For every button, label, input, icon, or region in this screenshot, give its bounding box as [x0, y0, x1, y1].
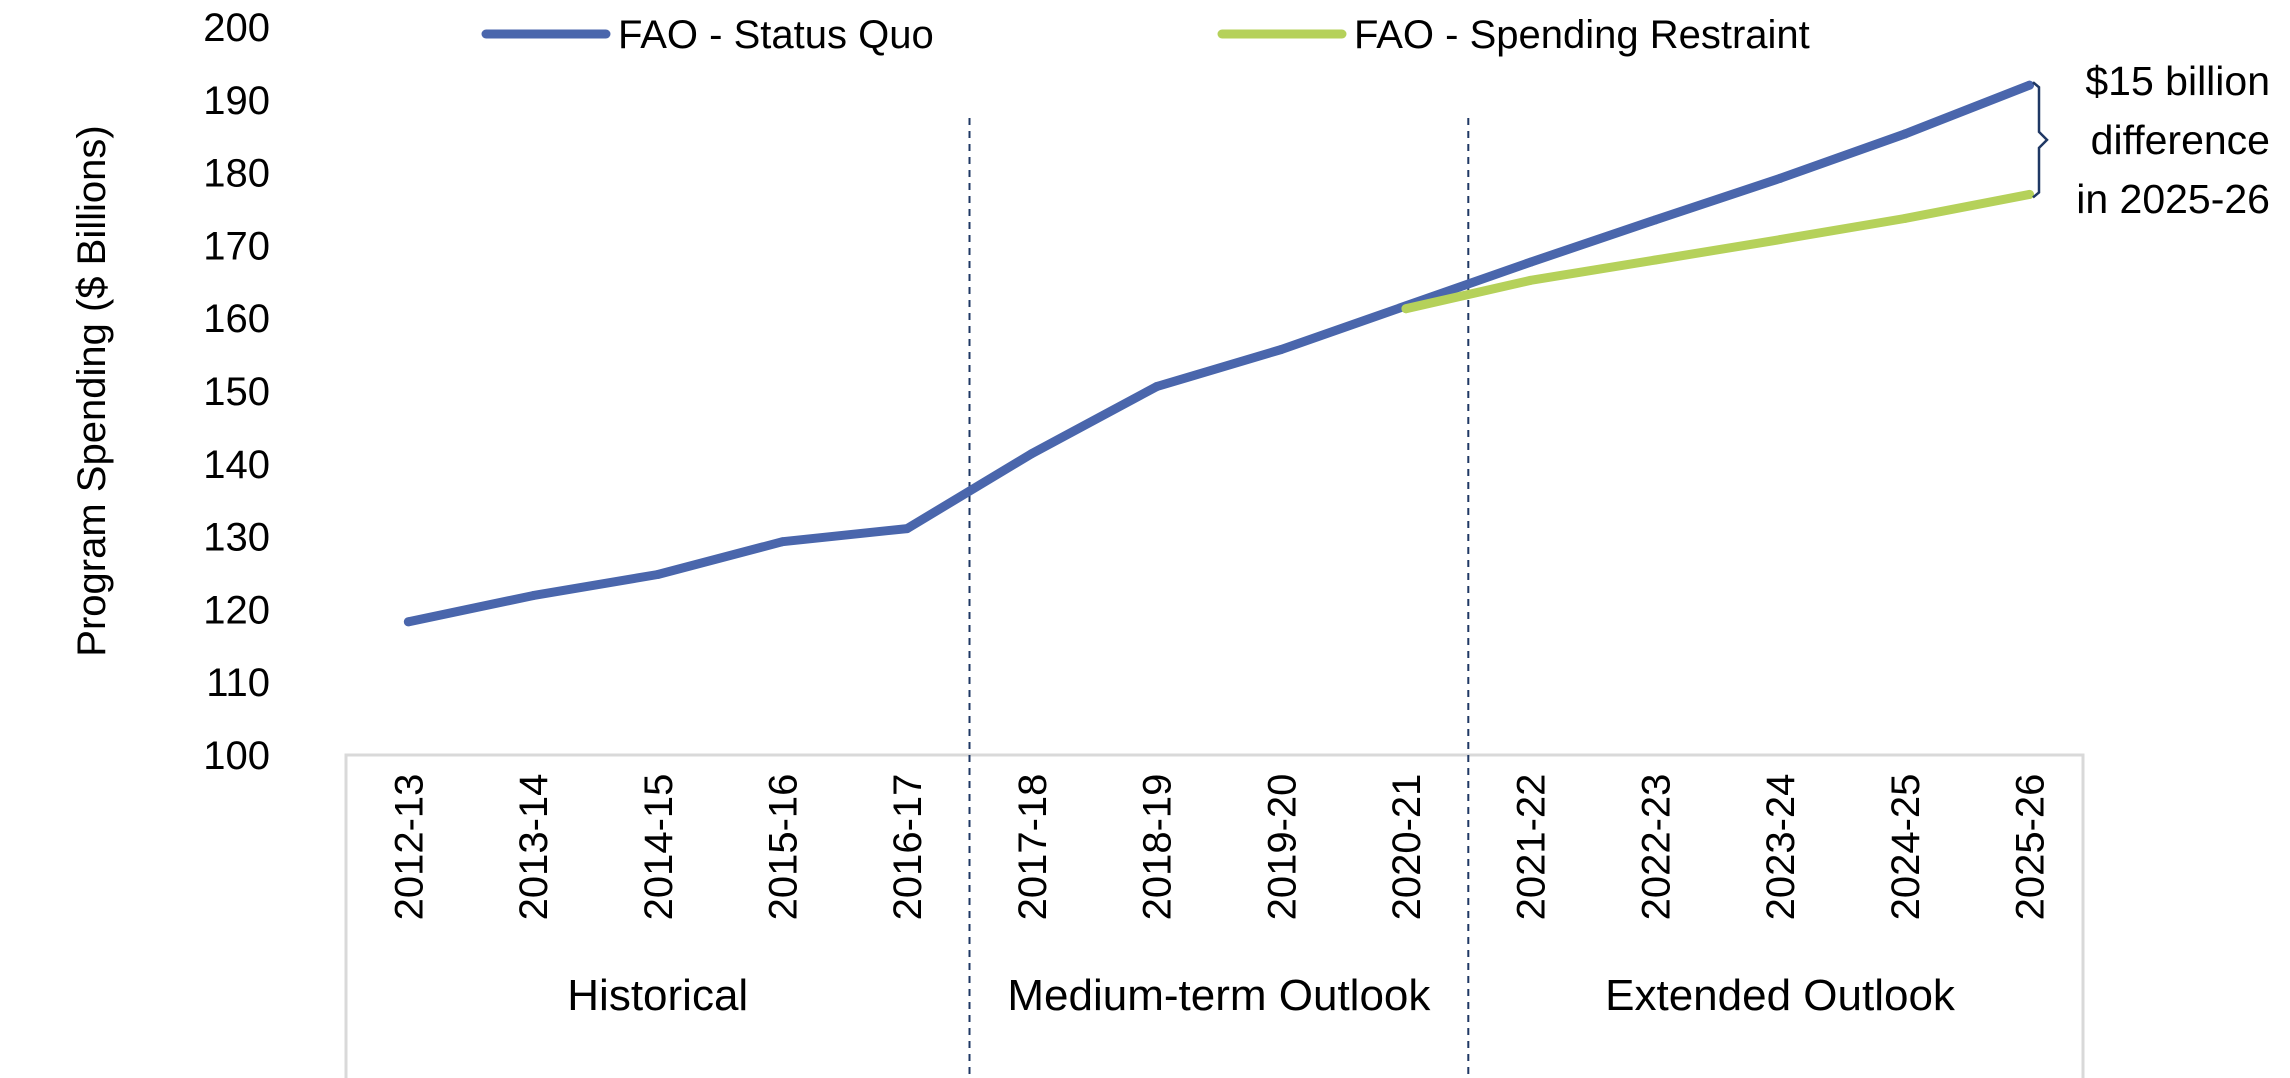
x-tick-label: 2015-16: [761, 774, 805, 921]
x-tick-label: 2020-21: [1385, 774, 1429, 921]
y-tick-label: 100: [203, 734, 270, 778]
series-layer: [403, 80, 2034, 627]
data-point: [2024, 189, 2034, 199]
series-line-status-quo: [403, 80, 2034, 627]
data-point: [1276, 345, 1286, 355]
legend: FAO - Status Quo FAO - Spending Restraint: [481, 13, 1810, 57]
axis-layer: 100 110 120 130 140 150 160 170 180 190 200 Program…: [70, 6, 2085, 1078]
y-tick-label: 180: [203, 152, 270, 196]
legend-label: FAO - Spending Restraint: [1354, 13, 1810, 57]
x-tick-label: 2019-20: [1260, 774, 1304, 921]
y-tick-label: 120: [203, 588, 270, 632]
group-label: Extended Outlook: [1605, 971, 1956, 1020]
x-tick-label: 2013-14: [512, 774, 556, 921]
x-tick-label: 2018-19: [1136, 774, 1180, 921]
data-point: [1775, 173, 1785, 183]
x-tick-label: 2021-22: [1510, 774, 1554, 921]
group-label: Historical: [567, 971, 748, 1020]
x-tick-label: 2016-17: [886, 774, 930, 921]
x-tick-label: 2017-18: [1011, 774, 1055, 921]
y-tick-label: 160: [203, 297, 270, 341]
annotation-text: difference: [2091, 117, 2270, 163]
data-point: [1526, 257, 1536, 267]
x-tick-label: 2025-26: [2008, 774, 2052, 921]
annotation-text: $15 billion: [2085, 58, 2270, 104]
data-point: [653, 569, 663, 579]
x-tick-label: 2012-13: [387, 774, 431, 921]
y-tick-label: 140: [203, 443, 270, 487]
data-point: [1526, 275, 1536, 285]
x-tick-label: 2024-25: [1884, 774, 1928, 921]
series-line-spending-restraint: [1401, 189, 2034, 314]
x-tick-label: 2014-15: [637, 774, 681, 921]
divider-layer: [968, 118, 1470, 1078]
data-point: [403, 617, 413, 627]
data-point: [1775, 235, 1785, 245]
y-tick-label: 130: [203, 516, 270, 560]
data-point: [777, 537, 787, 547]
group-label: Medium-term Outlook: [1007, 971, 1431, 1020]
legend-label: FAO - Status Quo: [618, 13, 934, 57]
data-point: [1650, 255, 1660, 265]
annotation-text: in 2025-26: [2076, 176, 2270, 222]
category-axis-box: [344, 753, 2085, 1078]
x-tick-label: 2023-24: [1759, 774, 1803, 921]
data-point: [1027, 449, 1037, 459]
difference-bracket: [2032, 81, 2049, 199]
data-point: [1650, 215, 1660, 225]
data-point: [902, 524, 912, 534]
y-tick-label: 170: [203, 224, 270, 268]
x-tick-label: 2022-23: [1634, 774, 1678, 921]
annotation: $15 billion difference in 2025-26: [2032, 58, 2270, 222]
data-point: [2024, 80, 2034, 90]
y-tick-label: 110: [206, 661, 270, 705]
data-point: [1900, 213, 1910, 223]
data-point: [1152, 382, 1162, 392]
y-tick-label: 150: [203, 370, 270, 414]
y-tick-label: 190: [203, 79, 270, 123]
data-point: [1401, 304, 1411, 314]
y-tick-label: 200: [203, 6, 270, 50]
data-point: [1900, 129, 1910, 139]
y-axis-title: Program Spending ($ Billions): [70, 125, 114, 656]
data-point: [528, 591, 538, 601]
